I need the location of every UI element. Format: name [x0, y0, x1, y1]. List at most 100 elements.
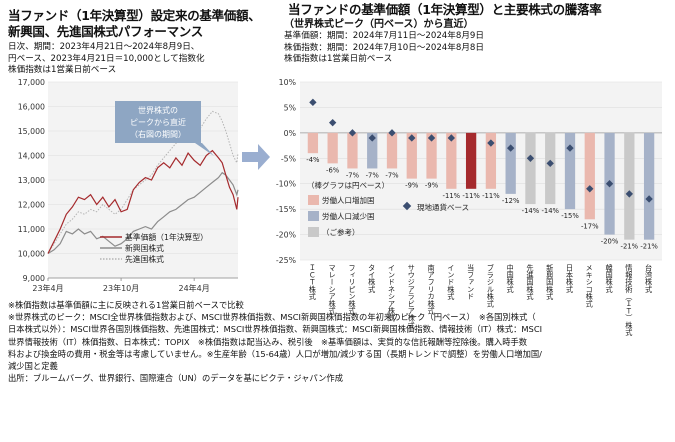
bar [584, 132, 595, 220]
local-currency-diamond [526, 154, 535, 162]
left-sub-line2: 円ベース、2023年4月21日＝10,000として指数化 [8, 53, 205, 64]
line-chart-x-tick: 23年10月 [103, 283, 139, 293]
bar [564, 132, 576, 210]
legend-label-increase: 労働人口増加国 [322, 195, 375, 205]
bar-chart-y-tick: -5% [281, 154, 296, 163]
arrow-right-icon [242, 144, 270, 170]
legend-swatch-increase [308, 195, 319, 205]
legend-diamond-icon [402, 201, 412, 211]
line-series-0 [47, 149, 239, 254]
bar-chart-plot-area [300, 82, 662, 260]
legend-label-reference: （ご参考） [322, 227, 360, 237]
bar-category-label: 日本株式 [565, 264, 574, 293]
bar [386, 132, 398, 169]
bar-value-label: -12% [502, 197, 520, 205]
bar-value-label: -21% [621, 243, 639, 251]
bar [465, 132, 477, 189]
bar-category-label: ブラジル株式 [486, 263, 495, 307]
bar-category-label: 中国株式 [506, 263, 515, 293]
note-line6: 減少国と定義 [8, 361, 58, 372]
line-chart-x-tick: 23年4月 [32, 283, 63, 293]
line-series-1 [47, 171, 239, 255]
bar-chart-y-tick: -20% [276, 231, 296, 240]
bar-value-label: -9% [425, 182, 439, 190]
bar [505, 132, 516, 194]
line-chart-y-tick: 12,000 [18, 201, 45, 210]
right-sub-line2: 株価指数：期間：2024年7月10日～2024年8月8日 [284, 42, 484, 53]
bar [347, 132, 358, 169]
bar [426, 132, 437, 179]
bar-category-label: 先進国株式 [526, 263, 535, 300]
peak-callout-pointer [195, 143, 214, 156]
legend-label-series-1: 新興国株式 [125, 243, 164, 253]
callout-line1: 世界株式の [138, 105, 178, 115]
bar-chart-y-tick: 0% [284, 129, 296, 138]
bar-category-label: インドネシア株式 [387, 264, 396, 322]
bar-value-label: -7% [366, 171, 380, 179]
left-title-line1: 当ファンド（1年決算型）設定来の基準価額、 [8, 8, 261, 23]
bar-category-label: タイ株式 [367, 264, 376, 293]
bar-value-label: -7% [346, 171, 360, 179]
bar-value-label: -7% [385, 171, 399, 179]
local-currency-diamond [348, 129, 357, 137]
bar-value-label: -11% [443, 192, 461, 200]
line-chart-y-tick: 15,000 [18, 127, 45, 136]
bar-value-label: -21% [640, 243, 658, 251]
local-currency-diamond [566, 144, 574, 152]
right-subtitle: （世界株式ピーク（円ベース）から直近） 基準価額：期間：2024年7月11日～2… [284, 18, 484, 66]
line-chart-y-tick: 14,000 [18, 152, 45, 161]
bar-category-label: 新興国株式 [545, 263, 554, 300]
bar-value-label: -20% [601, 238, 619, 246]
left-title: 当ファンド（1年決算型）設定来の基準価額、 新興国、先進国株式パフォーマンス [8, 8, 261, 40]
bar-category-label: 当ファンド [467, 263, 476, 300]
legend-title: （棒グラフは円ベース） [307, 180, 389, 190]
bar-category-label: 南アフリカ株式 [427, 263, 436, 314]
local-currency-diamond [586, 185, 594, 193]
right-title: 当ファンドの基準価額（1年決算型）と主要株式の騰落率 [288, 2, 602, 18]
legend-label-diamond: 現地通貨ベース [417, 202, 469, 212]
bar-category-label: 韓国株式 [605, 263, 614, 293]
line-chart-y-tick: 9,000 [23, 274, 45, 283]
line-chart: 9,000 10,000 11,000 12,000 13,000 14,000 15,00… [18, 78, 239, 293]
bar-chart-y-tick: 5% [284, 103, 296, 112]
note-line4: 世界情報技術（IT）株価指数、日本株式：TOPIX ※株価指数は配当込み、税引後… [8, 336, 528, 347]
bar-category-label: サウジアラビア株式 [407, 264, 416, 329]
bar [545, 132, 556, 205]
left-title-line2: 新興国、先進国株式パフォーマンス [8, 24, 203, 39]
legend-label-series-0: 基準価額（1年決算型） [125, 232, 208, 242]
bar-chart-y-tick: 10% [279, 78, 296, 87]
left-sub-line3: 株価指数は1営業日前ベース [8, 65, 117, 76]
local-currency-diamond [408, 134, 416, 142]
note-line1: ※株価指数は基準価額に主に反映される1営業日前ベースで比較 [8, 300, 244, 310]
bar [307, 132, 319, 154]
bar [485, 132, 497, 189]
bar-value-label: -14% [541, 207, 559, 215]
bar-value-label: -11% [462, 192, 480, 200]
note-line5: 料および換金時の費用・税金等は考慮していません。※生産年齢（15-64歳）人口が… [8, 348, 542, 359]
bar [406, 132, 417, 179]
bar-category-label: ＩＣＴ株式 [308, 264, 317, 300]
line-chart-y-tick: 16,000 [18, 103, 45, 112]
bar-chart-y-tick: -25% [276, 256, 296, 265]
bar-category-label: メキシコ株式 [585, 264, 594, 307]
local-currency-diamond [645, 195, 653, 203]
bar-chart: 10%5%0%-5%-10%-15%-20%-25% -4%-6%-7% -7% -… [276, 78, 662, 336]
legend-swatch-decrease [308, 211, 319, 221]
bar [624, 132, 635, 240]
bar-category-label: 情報技術（ＩＴ）株式 [624, 263, 633, 336]
bar-value-label: -6% [326, 166, 340, 174]
bar-category-label: フィリピン株式 [348, 264, 357, 315]
bar [446, 132, 457, 189]
bar-chart-y-tick: -10% [276, 180, 296, 189]
line-series-2 [47, 110, 239, 254]
local-currency-diamond [388, 129, 396, 137]
local-currency-diamond [309, 98, 317, 107]
line-chart-x-tick: 24年4月 [179, 283, 210, 293]
bar-value-label: -11% [482, 192, 500, 200]
callout-line3: （右図の期間） [130, 129, 186, 139]
bar-value-label: -14% [522, 207, 540, 215]
right-sub-line1: 基準価額：期間：2024年7月11日～2024年8月9日 [284, 31, 484, 41]
left-subtitle: 日次、期間：2023年4月21日～2024年8月9日、 円ベース、2023年4月… [8, 42, 205, 77]
local-currency-diamond [368, 134, 376, 142]
note-line2: ※世界株式のピーク：MSCI全世界株価指数および、MSCI世界株価指数、MSCI… [8, 312, 536, 323]
